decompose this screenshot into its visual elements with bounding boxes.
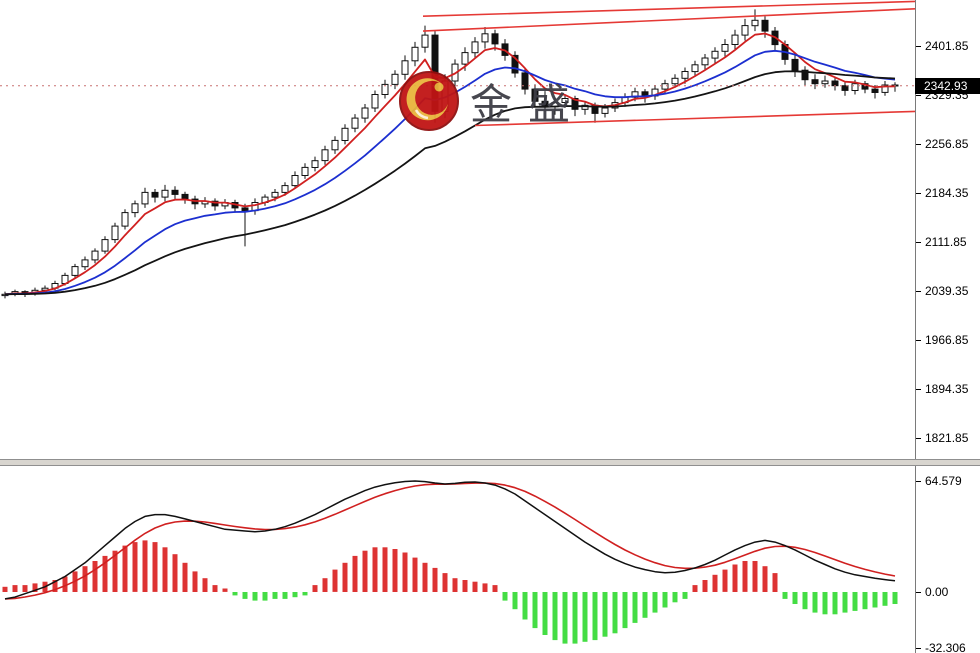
price-axis-label: 2039.35 — [925, 283, 969, 298]
price-axis-label: 1821.85 — [925, 430, 969, 445]
axis-tick — [916, 241, 921, 243]
axis-tick — [916, 647, 921, 649]
ma-slow-line — [4, 70, 896, 296]
axis-tick — [916, 437, 921, 439]
trendline-3[interactable] — [474, 110, 915, 127]
axis-tick — [916, 192, 921, 194]
axis-tick — [916, 290, 921, 292]
price-axis-label: 1894.35 — [925, 381, 969, 396]
trendline-1[interactable] — [422, 0, 915, 17]
price-axis[interactable]: 2401.85 2329.35 2256.85 2184.35 2111.85 2039.… — [915, 0, 980, 459]
macd-line — [4, 480, 896, 600]
current-price-badge: 2342.93 — [915, 78, 980, 94]
price-axis-label: 2256.85 — [925, 136, 969, 151]
panel-splitter[interactable] — [0, 459, 980, 466]
ma-fast-line — [4, 32, 896, 296]
axis-tick — [916, 143, 921, 145]
indicator-axis-label: 64.579 — [925, 474, 962, 488]
main-chart-canvas[interactable] — [0, 0, 915, 459]
price-axis-label: 1966.85 — [925, 332, 969, 347]
indicator-axis[interactable]: 64.579 0.00 -32.306 — [915, 466, 980, 653]
price-axis-label: 2111.85 — [925, 234, 967, 249]
indicator-axis-label: -32.306 — [925, 640, 966, 653]
axis-tick — [916, 94, 921, 96]
axis-tick — [916, 592, 921, 593]
axis-tick — [916, 388, 921, 390]
trendline-2[interactable] — [422, 8, 915, 32]
ma-mid-line — [4, 49, 896, 296]
indicator-axis-label: 0.00 — [925, 585, 949, 599]
axis-tick — [916, 46, 921, 47]
axis-tick — [916, 481, 921, 482]
macd-histogram — [2, 540, 898, 644]
price-axis-label: 2401.85 — [925, 39, 969, 53]
axis-tick — [916, 339, 921, 341]
macd-panel-canvas[interactable] — [0, 466, 915, 653]
price-axis-label: 2184.35 — [925, 185, 969, 200]
